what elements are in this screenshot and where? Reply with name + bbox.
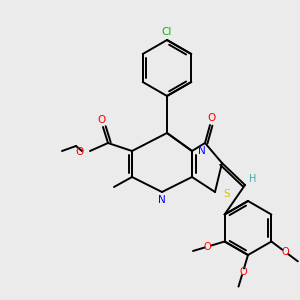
Text: O: O	[76, 147, 84, 157]
Text: O: O	[239, 267, 247, 277]
Text: O: O	[98, 115, 106, 125]
Text: N: N	[158, 195, 166, 205]
Text: Cl: Cl	[162, 27, 172, 37]
Text: N: N	[198, 146, 206, 156]
Text: O: O	[282, 247, 290, 257]
Text: O: O	[207, 113, 215, 123]
Text: S: S	[223, 189, 230, 199]
Text: H: H	[249, 174, 257, 184]
Text: O: O	[204, 242, 211, 252]
